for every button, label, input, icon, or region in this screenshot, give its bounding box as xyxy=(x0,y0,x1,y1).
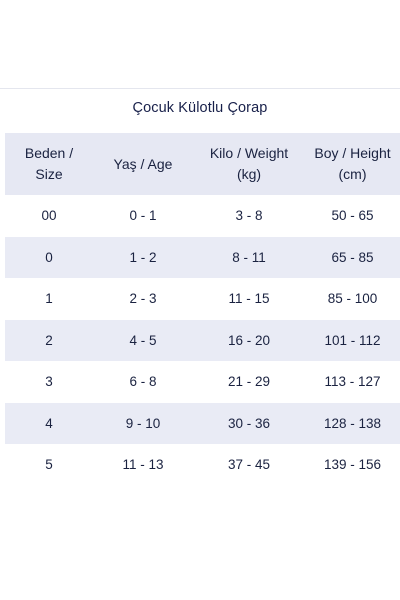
cell-age: 1 - 2 xyxy=(129,249,157,265)
cell-size: 1 xyxy=(45,291,53,307)
table-row: 0 1 - 2 8 - 11 65 - 85 xyxy=(5,236,400,278)
cell-weight: 37 - 45 xyxy=(227,457,271,473)
cell-weight: 21 - 29 xyxy=(227,374,271,390)
cell-age: 6 - 8 xyxy=(129,374,157,390)
header-size-line-1: Beden / xyxy=(24,145,74,161)
cell-height: 139 - 156 xyxy=(323,457,382,473)
cell-size: 0 xyxy=(45,249,53,265)
top-divider xyxy=(0,88,400,89)
cell-height: 113 - 127 xyxy=(324,374,381,390)
size-chart-table: Beden / Size Yaş / Age Kilo / Weight (kg… xyxy=(5,133,400,486)
header-size-line-2: Size xyxy=(35,166,63,182)
cell-height: 128 - 138 xyxy=(323,415,382,431)
cell-weight: 11 - 15 xyxy=(228,291,270,307)
cell-height: 85 - 100 xyxy=(327,291,378,307)
cell-size: 5 xyxy=(45,457,53,473)
cell-size: 3 xyxy=(45,374,53,390)
table-row: 5 11 - 13 37 - 45 139 - 156 xyxy=(5,444,400,486)
header-height-line-1: Boy / Height xyxy=(314,145,391,161)
header-size: Beden / Size xyxy=(5,133,93,195)
header-age: Yaş / Age xyxy=(93,133,193,195)
cell-size: 4 xyxy=(45,415,53,431)
cell-weight: 30 - 36 xyxy=(227,415,271,431)
cell-age: 11 - 13 xyxy=(122,457,164,473)
cell-age: 0 - 1 xyxy=(129,208,157,224)
table-row: 00 0 - 1 3 - 8 50 - 65 xyxy=(5,195,400,237)
cell-height: 50 - 65 xyxy=(331,208,374,224)
header-age-line-1: Yaş / Age xyxy=(113,155,173,172)
cell-age: 2 - 3 xyxy=(129,291,157,307)
cell-age: 9 - 10 xyxy=(125,415,161,431)
header-height-line-2: (cm) xyxy=(338,166,367,182)
table-row: 1 2 - 3 11 - 15 85 - 100 xyxy=(5,278,400,320)
cell-age: 4 - 5 xyxy=(129,332,157,348)
cell-weight: 8 - 11 xyxy=(232,249,266,265)
table-row: 4 9 - 10 30 - 36 128 - 138 xyxy=(5,402,400,444)
header-weight-line-1: Kilo / Weight xyxy=(209,145,289,161)
cell-height: 65 - 85 xyxy=(331,249,374,265)
header-height: Boy / Height (cm) xyxy=(305,133,400,195)
table-header-row: Beden / Size Yaş / Age Kilo / Weight (kg… xyxy=(5,133,400,195)
cell-size: 2 xyxy=(45,332,53,348)
table-row: 3 6 - 8 21 - 29 113 - 127 xyxy=(5,361,400,403)
cell-weight: 3 - 8 xyxy=(235,208,263,224)
page-title: Çocuk Külotlu Çorap xyxy=(132,100,268,116)
cell-weight: 16 - 20 xyxy=(227,332,271,348)
header-weight: Kilo / Weight (kg) xyxy=(193,133,305,195)
cell-size: 00 xyxy=(41,208,57,224)
header-weight-line-2: (kg) xyxy=(236,166,262,182)
table-row: 2 4 - 5 16 - 20 101 - 112 xyxy=(5,319,400,361)
cell-height: 101 - 112 xyxy=(324,332,381,348)
